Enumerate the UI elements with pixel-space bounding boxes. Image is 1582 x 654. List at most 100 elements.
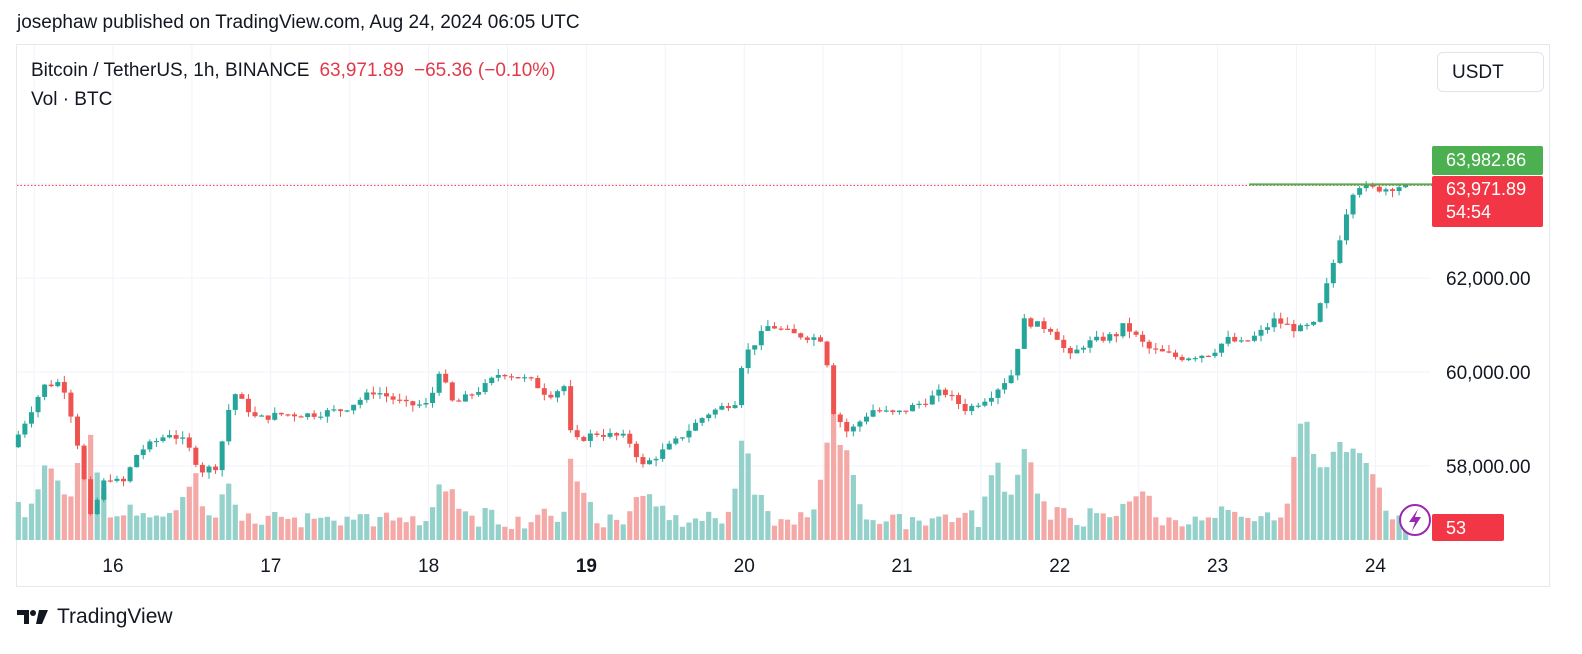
volume-bar: [305, 513, 311, 540]
candle-body: [1271, 318, 1277, 328]
candle-body: [811, 337, 817, 340]
volume-bar: [1153, 517, 1159, 540]
candle-body: [1087, 340, 1093, 348]
chart-frame[interactable]: [16, 44, 1550, 587]
candle-body: [1343, 214, 1349, 241]
volume-bar: [436, 484, 442, 540]
candle-body: [1094, 336, 1100, 341]
volume-bar: [28, 503, 35, 540]
volume-bar: [679, 526, 685, 540]
volume-bar: [1232, 511, 1238, 540]
currency-button[interactable]: USDT: [1437, 52, 1544, 92]
candle-body: [153, 440, 159, 443]
countdown-label: 54:54: [1446, 202, 1491, 222]
volume-bar: [1264, 512, 1271, 540]
volume-bar: [837, 444, 843, 540]
candle-body: [377, 393, 383, 395]
candle-body: [561, 386, 567, 392]
volume-bar: [909, 517, 916, 540]
volume-bar: [74, 463, 81, 540]
volume-bar: [160, 516, 166, 540]
volume-bar: [1225, 510, 1231, 540]
candle-body: [1212, 352, 1218, 357]
volume-bar: [344, 516, 350, 540]
candle-body: [587, 433, 593, 441]
volume-bar: [1383, 510, 1389, 540]
volume-bar: [475, 526, 482, 540]
candle-body: [252, 412, 258, 417]
volume-bar: [600, 527, 607, 540]
candle-body: [1146, 341, 1152, 349]
candle-body: [942, 389, 948, 395]
candle-body: [653, 458, 659, 461]
candle-body: [213, 466, 219, 471]
volume-bar: [811, 509, 817, 540]
volume-bar: [1245, 517, 1251, 540]
candle-body: [633, 443, 639, 458]
volume-bar: [607, 514, 613, 540]
volume-bar: [1370, 474, 1376, 540]
volume-bar: [844, 450, 850, 540]
volume-bar: [1107, 517, 1113, 540]
candle-body: [502, 374, 508, 377]
candle-body: [285, 414, 291, 416]
volume-bar: [1350, 448, 1356, 540]
candle-body: [1357, 188, 1363, 195]
candle-body: [1159, 348, 1165, 352]
volume-bar: [975, 527, 981, 540]
candle-body: [1140, 334, 1146, 342]
candle-body: [107, 480, 113, 482]
candle-body: [489, 377, 495, 384]
volume-legend[interactable]: Vol · BTC: [31, 89, 113, 110]
candle-body: [167, 435, 173, 438]
candle-body: [68, 392, 74, 417]
volume-bar: [587, 501, 593, 540]
candle-body: [693, 422, 699, 431]
volume-label-bg: [1432, 514, 1504, 541]
volume-bar: [120, 515, 127, 540]
candle-body: [134, 455, 140, 468]
candle-body: [55, 382, 61, 387]
x-axis: 16 17 18 19 20 21 22 23 24: [102, 556, 1386, 577]
candle-body: [857, 421, 863, 427]
candle-body: [259, 415, 265, 417]
volume-bar: [1297, 423, 1304, 540]
candle-body: [883, 410, 889, 412]
symbol-legend[interactable]: Bitcoin / TetherUS, 1h, BINANCE 63,971.89…: [31, 60, 556, 82]
candle-body: [1179, 356, 1185, 361]
volume-bars: [15, 415, 1409, 540]
candle-body: [403, 399, 409, 402]
footer-brand[interactable]: TradingView: [17, 605, 173, 629]
candle-body: [1238, 340, 1244, 342]
volume-bar: [778, 519, 784, 540]
candle-body: [1258, 329, 1264, 336]
volume-bar: [35, 489, 41, 540]
volume-bar: [114, 516, 120, 540]
candle-body: [147, 441, 153, 450]
volume-bar: [1337, 441, 1343, 540]
candle-body: [647, 460, 653, 465]
volume-bar: [1034, 493, 1041, 540]
lightning-icon[interactable]: [1399, 504, 1431, 536]
candle-body: [114, 478, 120, 481]
volume-bar: [784, 519, 791, 540]
volume-bar: [548, 515, 554, 540]
volume-bar: [1284, 503, 1290, 540]
volume-bar: [988, 475, 995, 540]
volume-bar: [962, 512, 968, 540]
candle-body: [660, 449, 666, 459]
x-tick-label: 17: [260, 556, 281, 577]
volume-bar: [42, 465, 48, 540]
candle-body: [1126, 323, 1132, 332]
volume-bar: [936, 516, 942, 540]
candle-body: [410, 401, 416, 406]
volume-bar: [969, 510, 975, 540]
volume-bar: [653, 506, 659, 540]
volume-bar: [166, 513, 173, 540]
candle-body: [351, 404, 357, 411]
volume-bar: [916, 520, 922, 540]
volume-bar: [61, 494, 67, 540]
volume-bar: [1271, 520, 1277, 540]
candle-body: [94, 499, 100, 515]
